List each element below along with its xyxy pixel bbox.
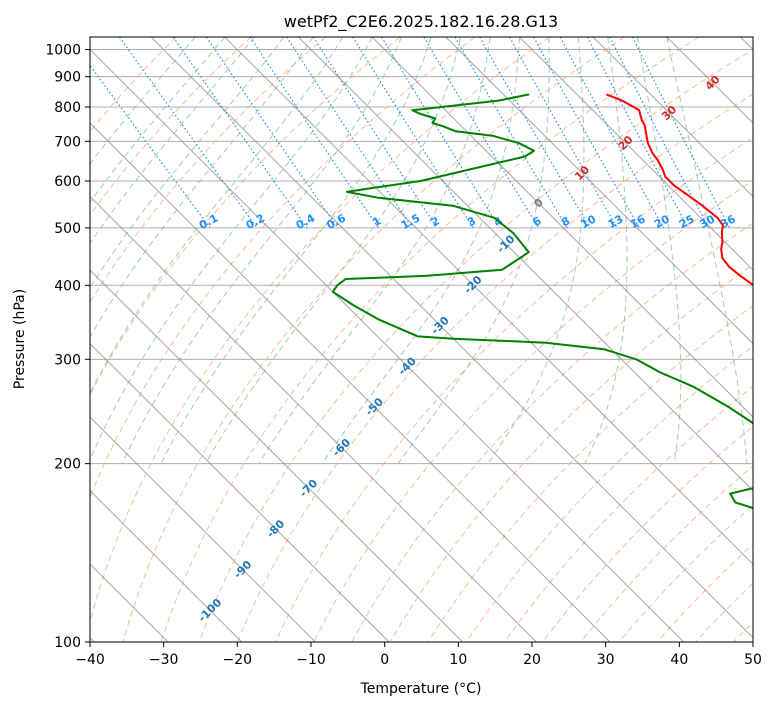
mixing-ratio-line — [312, 37, 438, 229]
mixing-ratio-line — [249, 37, 379, 229]
x-tick-label: 30 — [597, 652, 615, 668]
y-tick-label: 200 — [54, 457, 81, 473]
isotherm — [298, 37, 753, 492]
x-tick-label: −10 — [296, 652, 326, 668]
mixing-ratio-label: 16 — [628, 212, 648, 231]
y-axis-ticks: 1000 900 800 700 600 500 400 300 200 100 — [45, 43, 90, 651]
isotherm — [519, 37, 753, 271]
y-tick-label: 600 — [54, 174, 81, 190]
dry-adiabat — [90, 37, 550, 624]
y-tick-label: 400 — [54, 278, 81, 294]
dry-adiabat — [275, 137, 753, 642]
isotherms — [90, 37, 753, 642]
y-tick-label: 900 — [54, 70, 81, 86]
isotherm — [90, 195, 537, 642]
mixing-ratio-line — [119, 37, 258, 229]
x-axis-title: Temperature (°C) — [360, 681, 482, 697]
temperature-profile — [606, 93, 753, 287]
plot-area: 0.1 0.2 0.4 0.6 1 1.5 2 3 4 6 8 10 13 16 20 25 30 36-100-… — [90, 37, 753, 642]
mixing-ratio-label: 25 — [677, 212, 697, 231]
isotherm — [592, 37, 753, 198]
dry-adiabat — [122, 37, 625, 642]
isotherm — [445, 37, 753, 345]
moist-adiabat — [90, 37, 314, 338]
mixing-ratio-line — [632, 37, 731, 229]
dry-adiabat — [236, 93, 753, 642]
x-tick-label: 10 — [449, 652, 467, 668]
moist-adiabat — [666, 37, 748, 464]
moist-adiabat — [205, 37, 461, 464]
y-tick-label: 1000 — [45, 43, 81, 59]
x-tick-label: 0 — [380, 652, 389, 668]
y-tick-label: 500 — [54, 221, 81, 237]
moist-adiabat — [90, 37, 255, 245]
y-tick-label: 700 — [54, 134, 81, 150]
isotherm — [90, 122, 611, 642]
mixing-ratio-label: 20 — [652, 212, 672, 231]
pressure-gridlines — [90, 49, 753, 642]
x-tick-label: 50 — [744, 652, 762, 668]
x-tick-label: −20 — [223, 652, 253, 668]
plot-frame — [89, 36, 754, 643]
mixing-ratio-line — [508, 37, 618, 229]
mixing-ratio-label: 30 — [697, 212, 717, 231]
mixing-ratio-lines — [90, 37, 731, 229]
y-tick-label: 100 — [54, 635, 81, 651]
moist-adiabat — [584, 37, 628, 464]
moist-adiabat — [258, 37, 491, 464]
isotherm — [224, 37, 753, 565]
x-tick-label: 40 — [670, 652, 688, 668]
dry-adiabats — [90, 37, 753, 642]
dry-adiabat — [90, 37, 252, 217]
mixing-ratio-line — [205, 37, 339, 229]
isotherm — [371, 37, 753, 418]
mixing-ratio-line — [90, 64, 211, 229]
y-tick-label: 800 — [54, 100, 81, 116]
mixing-ratio-line — [172, 37, 308, 229]
chart-title: wetPf2_C2E6.2025.182.16.28.G13 — [284, 12, 558, 32]
moist-adiabat — [90, 37, 285, 289]
x-tick-label: −40 — [75, 652, 105, 668]
moist-adiabat — [397, 37, 550, 464]
x-tick-label: 20 — [523, 652, 541, 668]
y-tick-label: 300 — [54, 352, 81, 368]
mixing-ratio-line — [533, 37, 640, 229]
sounding-series — [331, 93, 753, 510]
mixing-ratio-line — [286, 37, 413, 229]
moist-adiabat — [90, 37, 373, 461]
isotherm — [90, 342, 390, 642]
moist-adiabat — [121, 37, 403, 464]
y-axis-title: Pressure (hPa) — [12, 289, 28, 389]
isotherm — [90, 416, 316, 642]
mixing-ratio-line — [559, 37, 665, 229]
mixing-ratio-line — [381, 37, 501, 229]
moist-adiabat — [160, 37, 432, 464]
mixing-ratio-label: 13 — [606, 212, 626, 231]
dry-adiabat — [503, 385, 753, 642]
dry-adiabat — [313, 179, 753, 642]
dewpoint-profile — [331, 93, 753, 510]
mixing-ratio-label: 10 — [579, 212, 599, 231]
moist-adiabat — [321, 37, 520, 464]
moist-adiabat — [90, 37, 226, 204]
isotherm — [90, 269, 464, 642]
isotherm — [90, 489, 243, 642]
mixing-ratio-line — [352, 37, 474, 229]
x-tick-label: −30 — [149, 652, 179, 668]
moist-adiabat — [636, 37, 682, 464]
dry-adiabat — [160, 37, 700, 642]
moist-adiabat — [90, 37, 344, 395]
dry-adiabat — [90, 37, 326, 304]
isotherm — [90, 48, 685, 642]
dry-adiabat — [198, 49, 753, 642]
x-axis-ticks: −40 −30 −20 −10 0 10 20 30 40 50 — [75, 642, 762, 668]
